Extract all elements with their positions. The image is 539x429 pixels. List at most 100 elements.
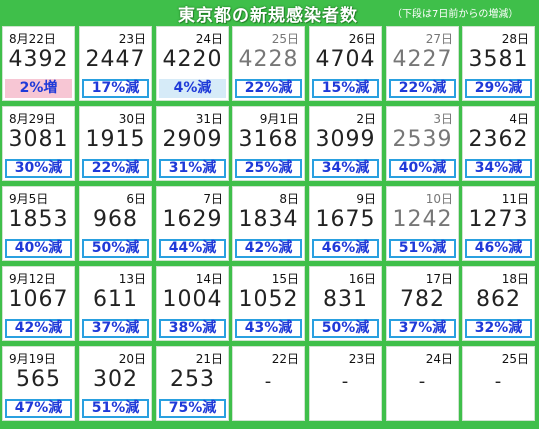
- day-date: 8日: [279, 192, 299, 206]
- week-change-badge: 51%減: [389, 239, 456, 258]
- day-case-count: 1273: [468, 207, 529, 232]
- day-case-count: 611: [93, 287, 138, 312]
- day-case-count: 1052: [238, 287, 299, 312]
- week-change-badge: 51%減: [82, 399, 149, 418]
- week-change-badge: 4%減: [159, 79, 226, 98]
- day-case-count: 4228: [238, 47, 299, 72]
- day-date: 8月22日: [9, 32, 56, 46]
- day-cell: 7日 1629 44%減: [156, 186, 229, 261]
- day-cell: 10日 1242 51%減: [386, 186, 459, 261]
- week-change-badge: 75%減: [159, 399, 226, 418]
- day-date: 9月19日: [9, 352, 56, 366]
- day-date: 23日: [348, 352, 376, 366]
- day-case-count: 253: [170, 367, 215, 392]
- week-change-badge: 22%減: [389, 79, 456, 98]
- day-date: 8月29日: [9, 112, 56, 126]
- day-cell: 8月29日 3081 30%減: [2, 106, 75, 181]
- day-case-count: 1675: [315, 207, 376, 232]
- week-change-badge: 38%減: [159, 319, 226, 338]
- day-cell: 22日 -: [232, 346, 305, 421]
- day-date: 16日: [348, 272, 376, 286]
- day-case-count: 4220: [162, 47, 223, 72]
- week-change-badge: 22%減: [235, 79, 302, 98]
- week-change-badge: 46%減: [465, 239, 532, 258]
- week-row: 9月5日 1853 40%減 6日 968 50%減 7日 1629 44%減 8日 1834 42%…: [2, 186, 537, 265]
- day-case-count: 4392: [8, 47, 69, 72]
- day-cell: 26日 4704 15%減: [309, 26, 382, 101]
- day-date: 30日: [118, 112, 146, 126]
- week-change-badge: 40%減: [5, 239, 72, 258]
- day-cell: 11日 1273 46%減: [462, 186, 535, 261]
- day-date: 26日: [348, 32, 376, 46]
- day-cell: 14日 1004 38%減: [156, 266, 229, 341]
- week-change-badge: 22%減: [82, 159, 149, 178]
- day-cell: 25日 4228 22%減: [232, 26, 305, 101]
- day-cell: 15日 1052 43%減: [232, 266, 305, 341]
- day-date: 9月1日: [259, 112, 299, 126]
- week-row: 8月22日 4392 2%増 23日 2447 17%減 24日 4220 4%減 25日 4228…: [2, 26, 537, 105]
- day-cell: 23日 -: [309, 346, 382, 421]
- day-date: 15日: [271, 272, 299, 286]
- day-date: 20日: [118, 352, 146, 366]
- day-cell: 17日 782 37%減: [386, 266, 459, 341]
- week-change-badge: 50%減: [82, 239, 149, 258]
- week-row: 9月19日 565 47%減 20日 302 51%減 21日 253 75%減 22日 - 23日 -…: [2, 346, 537, 425]
- day-cell: 3日 2539 40%減: [386, 106, 459, 181]
- day-date: 18日: [501, 272, 529, 286]
- day-case-count: 862: [476, 287, 521, 312]
- week-change-badge: 37%減: [389, 319, 456, 338]
- day-case-count: 968: [93, 207, 138, 232]
- week-change-badge: 2%増: [5, 79, 72, 98]
- day-cell: 20日 302 51%減: [79, 346, 152, 421]
- day-cell: 9月5日 1853 40%減: [2, 186, 75, 261]
- day-cell: 9月12日 1067 42%減: [2, 266, 75, 341]
- day-cell: 13日 611 37%減: [79, 266, 152, 341]
- week-change-badge: 50%減: [312, 319, 379, 338]
- day-case-count: 3581: [468, 47, 529, 72]
- day-case-count: 2909: [162, 127, 223, 152]
- day-date: 22日: [271, 352, 299, 366]
- day-date: 25日: [501, 352, 529, 366]
- day-case-count: 2539: [392, 127, 453, 152]
- day-date: 13日: [118, 272, 146, 286]
- week-change-badge: 15%減: [312, 79, 379, 98]
- day-case-count: 1853: [8, 207, 69, 232]
- day-date: 31日: [195, 112, 223, 126]
- day-date: 7日: [203, 192, 223, 206]
- week-change-badge: 34%減: [465, 159, 532, 178]
- page-note: （下段は7日前からの増減）: [392, 9, 519, 20]
- day-cell: 2日 3099 34%減: [309, 106, 382, 181]
- case-calendar-grid: 8月22日 4392 2%増 23日 2447 17%減 24日 4220 4%減 25日 4228…: [2, 26, 537, 427]
- day-cell: 4日 2362 34%減: [462, 106, 535, 181]
- week-change-badge: 43%減: [235, 319, 302, 338]
- week-change-badge: 31%減: [159, 159, 226, 178]
- day-case-count: 2362: [468, 127, 529, 152]
- day-date: 10日: [425, 192, 453, 206]
- day-case-count: 565: [16, 367, 61, 392]
- header: 東京都の新規感染者数 （下段は7日前からの増減）: [0, 0, 539, 26]
- week-change-badge: 29%減: [465, 79, 532, 98]
- day-case-count: 3099: [315, 127, 376, 152]
- day-cell: 16日 831 50%減: [309, 266, 382, 341]
- day-case-count: 1242: [392, 207, 453, 232]
- week-change-badge: 37%減: [82, 319, 149, 338]
- day-date: 28日: [501, 32, 529, 46]
- day-case-count: 1067: [8, 287, 69, 312]
- week-row: 8月29日 3081 30%減 30日 1915 22%減 31日 2909 31%減 9月1日 3…: [2, 106, 537, 185]
- day-date: 9日: [356, 192, 376, 206]
- day-case-count: -: [418, 371, 427, 392]
- day-date: 6日: [126, 192, 146, 206]
- day-cell: 9月1日 3168 25%減: [232, 106, 305, 181]
- day-cell: 18日 862 32%減: [462, 266, 535, 341]
- day-case-count: 302: [93, 367, 138, 392]
- day-date: 27日: [425, 32, 453, 46]
- week-row: 9月12日 1067 42%減 13日 611 37%減 14日 1004 38%減 15日 105…: [2, 266, 537, 345]
- day-date: 9月5日: [9, 192, 49, 206]
- day-case-count: -: [264, 371, 273, 392]
- day-case-count: 1834: [238, 207, 299, 232]
- week-change-badge: 42%減: [235, 239, 302, 258]
- week-change-badge: 30%減: [5, 159, 72, 178]
- day-date: 17日: [425, 272, 453, 286]
- day-case-count: 4227: [392, 47, 453, 72]
- day-date: 25日: [271, 32, 299, 46]
